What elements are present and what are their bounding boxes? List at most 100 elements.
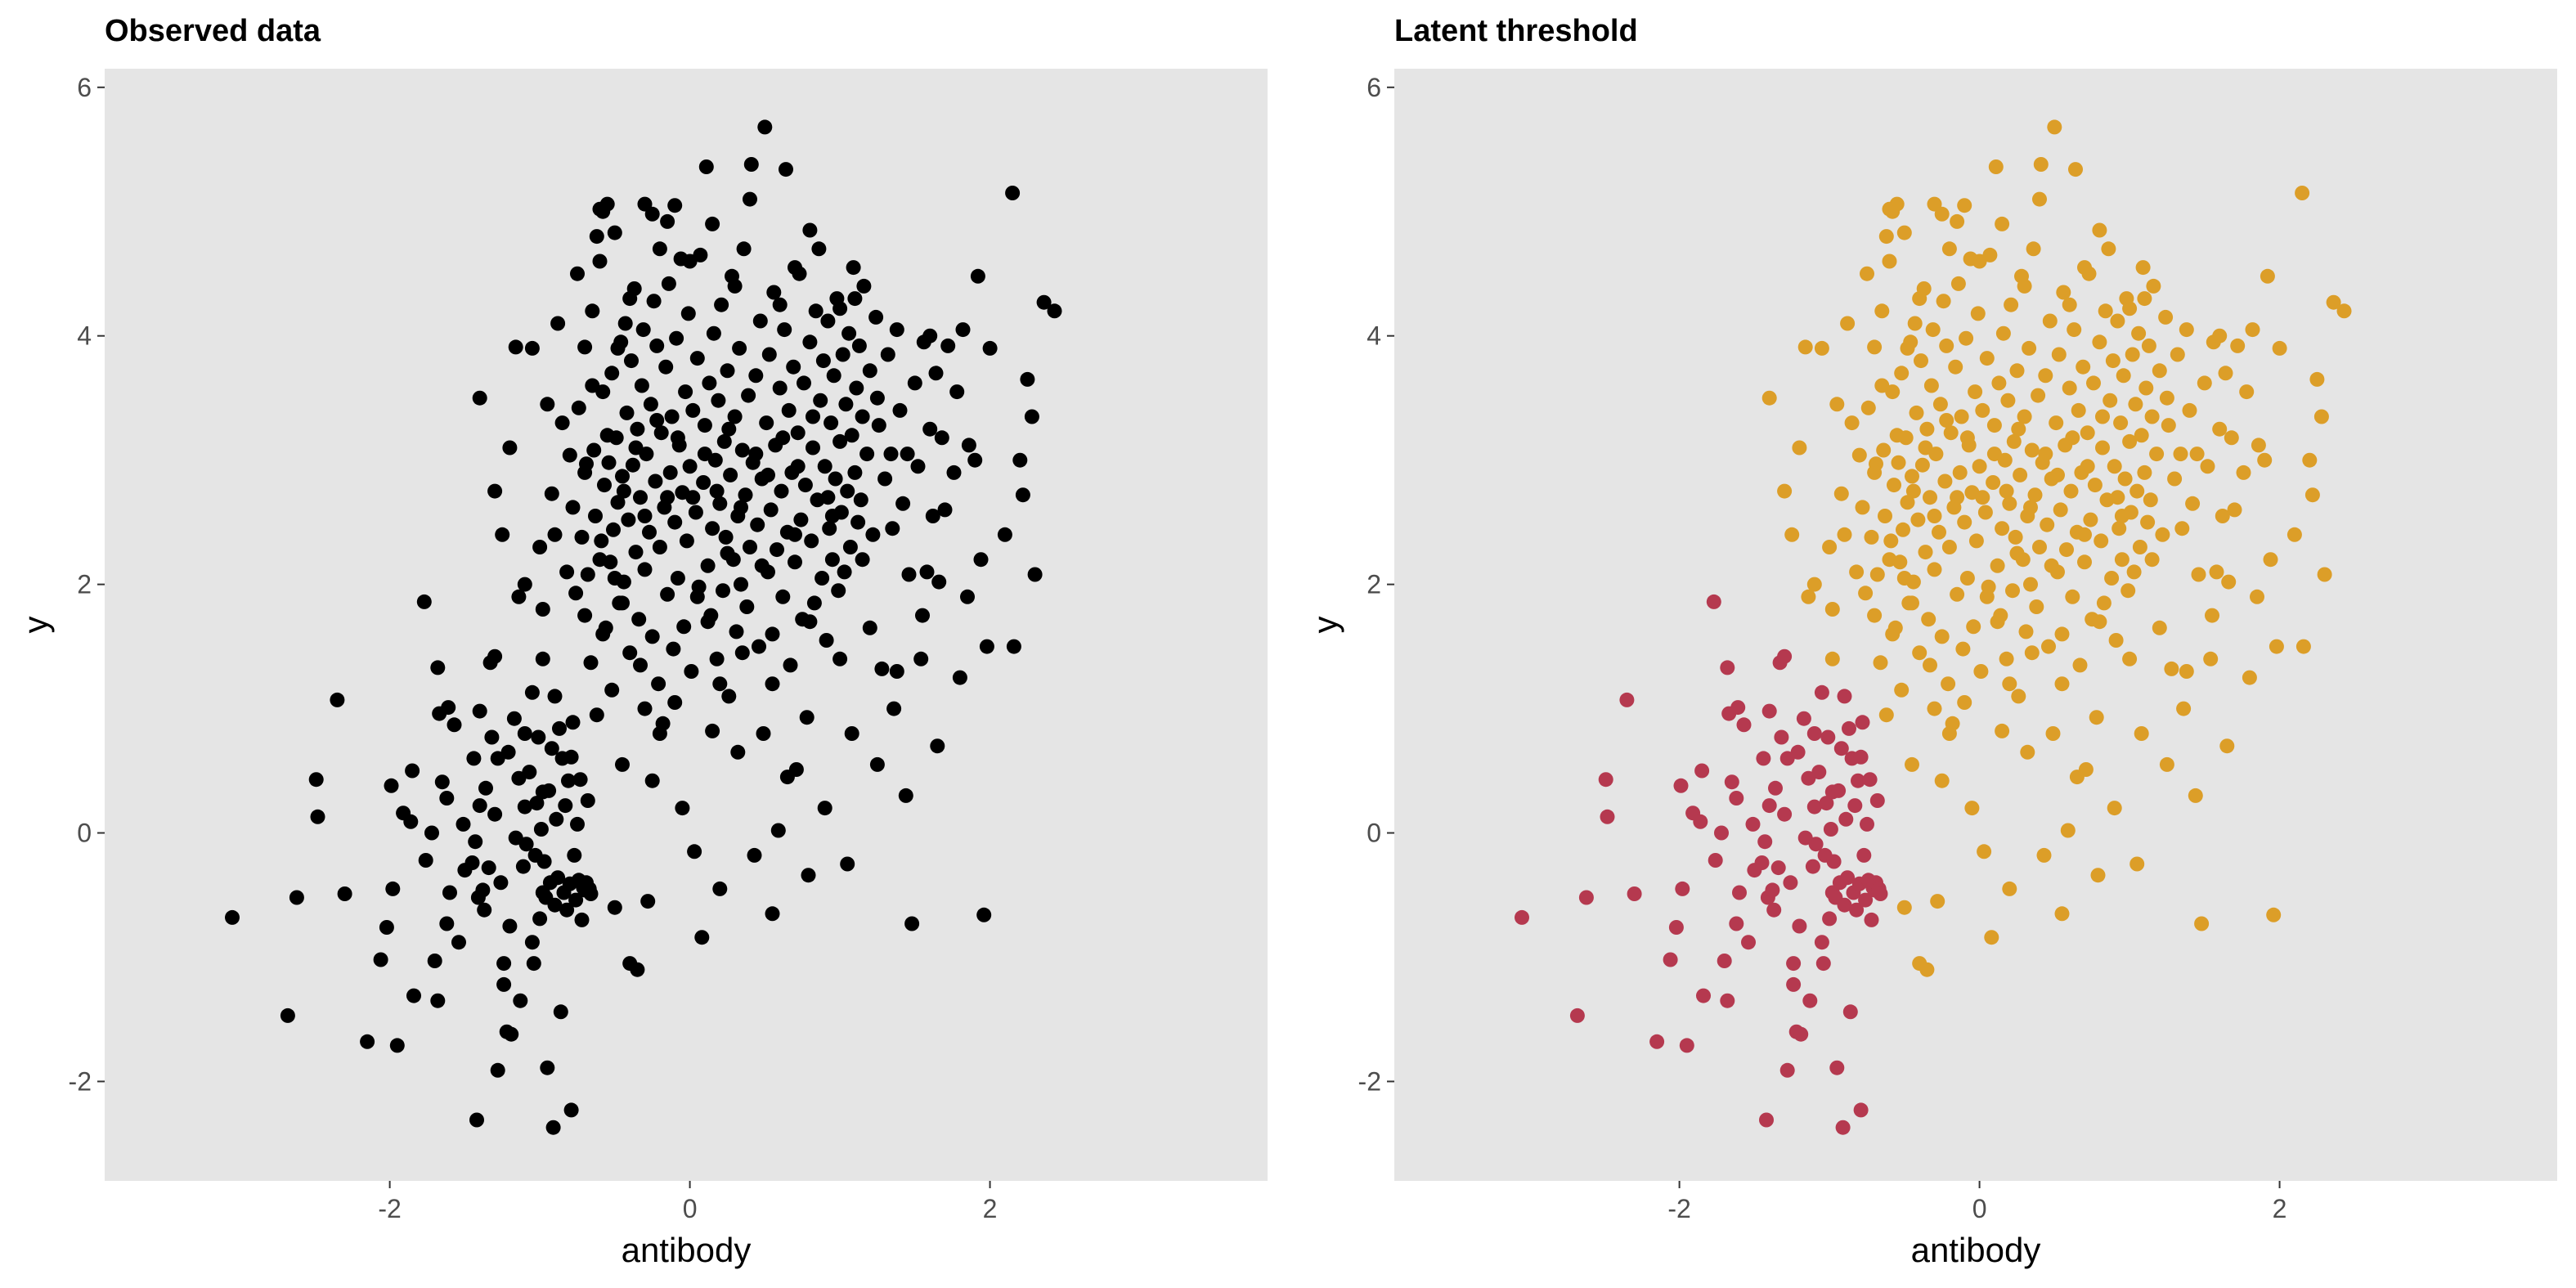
data-point	[819, 633, 834, 648]
data-point	[628, 545, 644, 560]
data-point	[1937, 473, 1953, 489]
data-point	[698, 159, 714, 174]
data-point	[621, 512, 636, 527]
data-point	[1842, 1004, 1858, 1020]
data-point	[2164, 661, 2179, 676]
data-point	[2032, 540, 2047, 554]
panel-title: Latent threshold	[1394, 14, 1638, 48]
data-point	[676, 619, 692, 635]
data-point	[583, 655, 599, 671]
data-point	[558, 798, 573, 814]
data-point	[472, 798, 487, 814]
data-point	[1766, 902, 1782, 918]
y-tick-label: 4	[77, 321, 92, 351]
data-point	[2062, 380, 2077, 396]
data-point	[937, 502, 953, 518]
data-point	[2194, 916, 2210, 931]
data-point	[680, 306, 696, 321]
y-tick-label: 2	[77, 570, 92, 599]
data-point	[892, 402, 908, 418]
data-point	[1779, 751, 1795, 766]
data-point	[832, 301, 848, 316]
data-point	[682, 254, 698, 269]
data-point	[685, 490, 701, 505]
data-point	[2041, 639, 2056, 654]
data-point	[652, 726, 667, 741]
data-point	[675, 801, 690, 816]
data-point	[536, 854, 552, 869]
data-point	[1990, 558, 2005, 573]
data-point	[1939, 413, 1954, 428]
data-point	[1802, 993, 1818, 1008]
data-point	[1792, 918, 1807, 934]
data-point	[702, 375, 717, 391]
data-point	[824, 415, 839, 431]
data-point	[1797, 339, 1813, 355]
data-point	[2038, 447, 2053, 462]
data-point	[2044, 558, 2059, 573]
data-point	[1786, 956, 1802, 972]
data-point	[1932, 524, 1946, 540]
data-point	[736, 241, 752, 257]
data-point	[1777, 806, 1793, 822]
data-point	[711, 393, 726, 408]
data-point	[2092, 614, 2107, 630]
data-point	[2134, 726, 2149, 741]
data-point	[1932, 397, 1948, 412]
data-point	[2287, 527, 2302, 542]
data-point	[1988, 159, 2004, 174]
data-point	[652, 241, 667, 257]
data-point	[2313, 409, 2329, 424]
data-point	[802, 222, 818, 238]
data-point	[1957, 514, 1972, 530]
data-point	[689, 589, 705, 604]
data-point	[635, 322, 651, 338]
data-point	[922, 328, 938, 343]
data-point	[508, 339, 523, 355]
data-point	[1779, 1062, 1795, 1078]
x-axis: -2 0 2	[378, 1181, 997, 1223]
data-point	[1027, 567, 1043, 582]
data-point	[1927, 509, 1942, 523]
data-point	[2072, 657, 2088, 673]
data-point	[424, 825, 439, 841]
data-point	[900, 447, 915, 462]
data-point	[1851, 447, 1867, 463]
data-point	[817, 801, 832, 816]
data-point	[1824, 602, 1840, 617]
data-point	[644, 206, 660, 222]
y-axis: -2 0 2 4 6	[69, 73, 105, 1096]
data-point	[2076, 359, 2091, 375]
data-point	[694, 930, 710, 945]
data-point	[1840, 870, 1856, 886]
data-point	[2105, 353, 2120, 369]
data-point	[472, 390, 487, 406]
data-point	[2224, 430, 2239, 446]
data-point	[439, 916, 455, 931]
data-point	[1995, 325, 2011, 341]
data-point	[1948, 359, 1963, 375]
data-point	[1923, 657, 1937, 673]
data-point	[2062, 297, 2077, 312]
data-point	[1975, 490, 1990, 505]
data-point	[481, 860, 496, 876]
data-point	[660, 586, 675, 602]
data-point	[2092, 222, 2107, 238]
data-point	[637, 562, 653, 577]
data-point	[2031, 388, 2046, 403]
data-point	[2152, 620, 2167, 635]
data-point	[729, 624, 744, 640]
data-point	[788, 527, 802, 542]
data-point	[1995, 521, 2010, 536]
data-point	[550, 316, 566, 331]
data-point	[1853, 1102, 1869, 1118]
data-point	[797, 478, 813, 493]
data-point	[567, 847, 582, 863]
data-point	[1783, 875, 1798, 891]
data-point	[2008, 529, 2023, 545]
data-point	[2197, 375, 2212, 391]
data-point	[1736, 717, 1752, 733]
data-point	[1905, 595, 1919, 611]
data-point	[661, 276, 676, 291]
data-point	[2086, 375, 2101, 391]
